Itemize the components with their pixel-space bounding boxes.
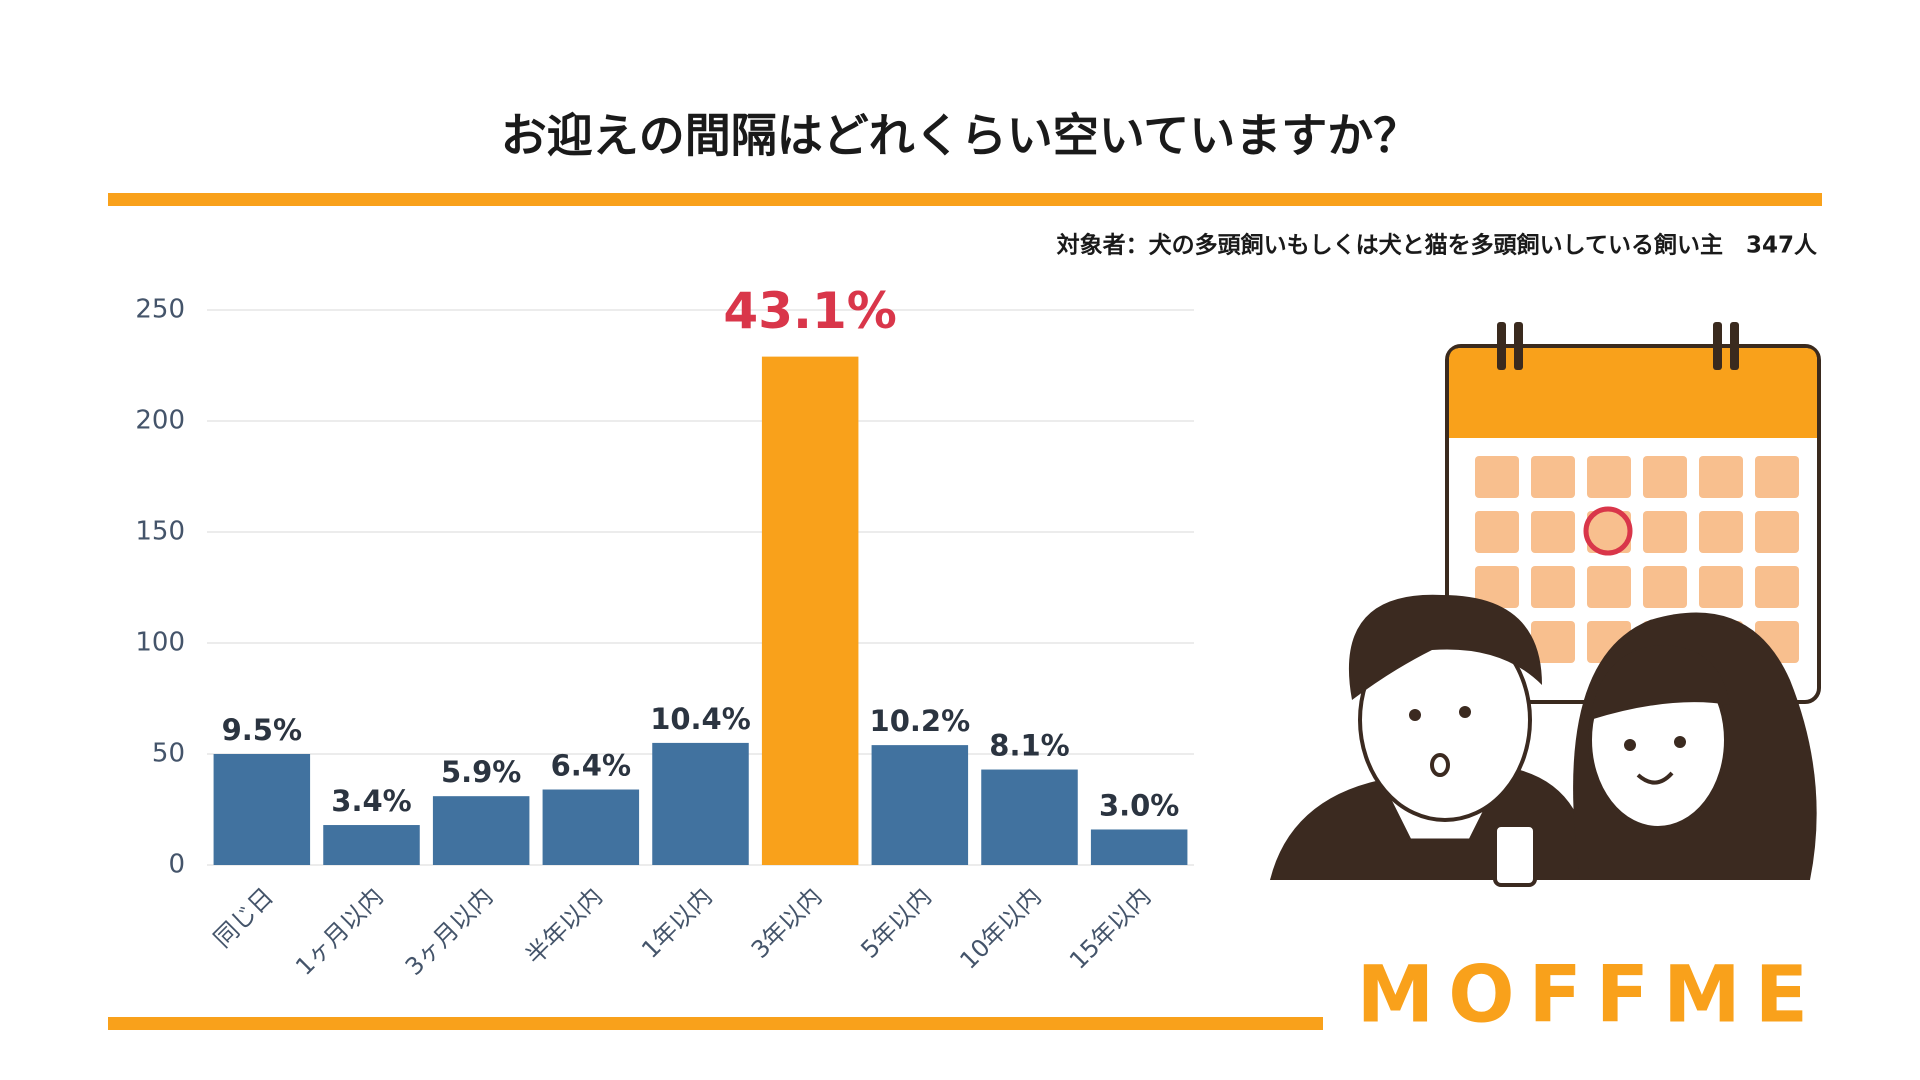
calendar-cell <box>1475 566 1519 608</box>
calendar-cell <box>1755 511 1799 553</box>
x-tick-label: 1ヶ月以内 <box>290 882 388 980</box>
bar <box>981 769 1078 865</box>
data-label: 6.4% <box>551 749 631 783</box>
calendar-cell <box>1531 456 1575 498</box>
calendar-cell <box>1643 566 1687 608</box>
ring <box>1713 322 1722 370</box>
mouth <box>1430 753 1450 777</box>
data-label: 9.5% <box>222 713 302 747</box>
calendar-cell <box>1643 456 1687 498</box>
man-hair <box>1348 594 1542 700</box>
bar <box>761 356 859 865</box>
y-tick-label: 50 <box>152 739 185 769</box>
calendar-cell <box>1587 456 1631 498</box>
x-tick-label: 3年以内 <box>746 882 828 964</box>
bar <box>213 754 311 865</box>
eye <box>1459 706 1471 718</box>
calendar-cell <box>1643 511 1687 553</box>
mouth <box>1636 771 1674 785</box>
ring <box>1497 322 1506 370</box>
y-tick-label: 250 <box>135 295 185 325</box>
bar <box>652 742 749 865</box>
calendar-cell <box>1531 511 1575 553</box>
calendar-cell <box>1587 566 1631 608</box>
top-rule <box>108 193 1822 206</box>
data-label: 43.1% <box>723 282 896 340</box>
illustration <box>1270 322 1821 887</box>
bar <box>542 789 640 865</box>
plot: 0 50 100 150 200 250 9.5% 同じ日 3.4% 1ヶ月以内 5.9% 3ヶ月以内… <box>135 282 1194 981</box>
eye <box>1674 736 1686 748</box>
calendar-cell <box>1699 511 1743 553</box>
subtitle: 対象者：犬の多頭飼いもしくは犬と猫を多頭飼いしている飼い主 347人 <box>1057 232 1818 259</box>
x-tick-label: 10年以内 <box>954 882 1046 974</box>
eye <box>1624 739 1636 751</box>
calendar-cell <box>1587 511 1631 553</box>
calendar-cell <box>1475 456 1519 498</box>
calendar-cell <box>1531 621 1575 663</box>
data-label: 5.9% <box>441 755 521 789</box>
phone <box>1493 823 1537 887</box>
ring <box>1730 322 1739 370</box>
eye <box>1409 709 1421 721</box>
x-tick-label: 同じ日 <box>208 882 279 953</box>
brand-logo: MOFFME <box>1357 950 1822 1040</box>
bottom-rule <box>108 1017 1323 1030</box>
x-tick-label: 1年以内 <box>636 882 718 964</box>
data-label: 10.2% <box>870 704 971 738</box>
data-label: 3.4% <box>331 784 411 818</box>
bar <box>323 825 420 865</box>
y-tick-label: 0 <box>168 850 185 880</box>
ring <box>1514 322 1523 370</box>
calendar-cell <box>1755 566 1799 608</box>
x-tick-label: 3ヶ月以内 <box>400 882 498 980</box>
y-tick-label: 150 <box>135 517 185 547</box>
x-tick-label: 15年以内 <box>1064 882 1156 974</box>
bar <box>432 796 530 865</box>
bar <box>871 745 969 865</box>
y-tick-label: 100 <box>135 628 185 658</box>
chart-title: お迎えの間隔はどれくらい空いていますか？ <box>501 109 1420 163</box>
y-tick-label: 200 <box>135 406 185 436</box>
data-label: 8.1% <box>989 729 1069 763</box>
bar <box>1090 829 1188 865</box>
calendar-cell <box>1699 456 1743 498</box>
calendar-cell <box>1475 511 1519 553</box>
data-label: 3.0% <box>1099 788 1179 822</box>
calendar-cell <box>1755 456 1799 498</box>
calendar-header <box>1449 348 1817 438</box>
calendar-cell <box>1531 566 1575 608</box>
data-label: 10.4% <box>650 702 751 736</box>
x-tick-label: 5年以内 <box>856 882 938 964</box>
woman-bangs <box>1590 645 1730 720</box>
x-tick-label: 半年以内 <box>520 882 608 970</box>
calendar-cell <box>1699 566 1743 608</box>
calendar-mark <box>1583 506 1633 556</box>
